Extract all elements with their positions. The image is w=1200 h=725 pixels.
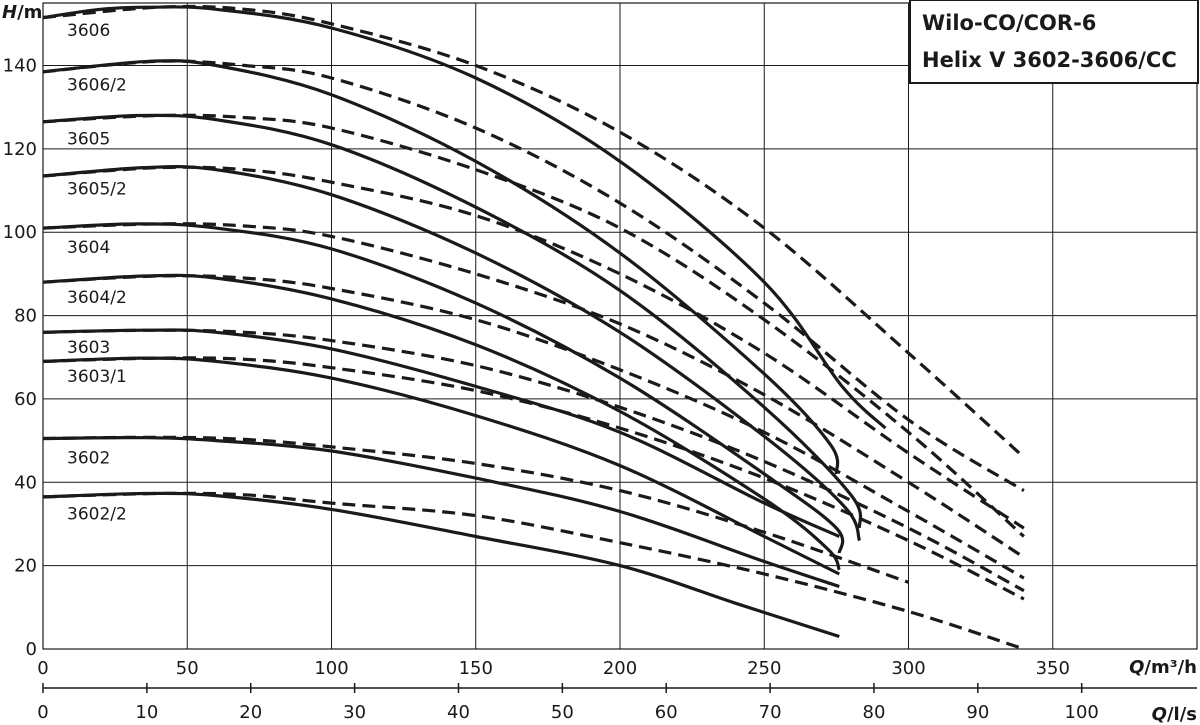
series-solid-3603 bbox=[42, 328, 840, 538]
y-tick-label: 120 bbox=[3, 139, 37, 160]
x2-tick-label: 70 bbox=[759, 702, 782, 723]
curve-label-3606: 3606 bbox=[67, 21, 110, 41]
series-dashed-3605-2 bbox=[42, 165, 1025, 530]
series-dashed-3606-2 bbox=[42, 59, 1025, 492]
series-solid-3606 bbox=[42, 5, 887, 430]
curve-label-3603-1: 3603/1 bbox=[67, 367, 127, 387]
chart-title-box: Wilo-CO/COR-6 Helix V 3602-3606/CC bbox=[909, 0, 1199, 84]
curve-layer bbox=[42, 4, 1025, 651]
x2-tick-label: 10 bbox=[135, 702, 158, 723]
x2-axis-symbol: Q bbox=[1152, 704, 1167, 725]
y-tick-label: 20 bbox=[14, 556, 37, 577]
x-tick-label: 0 bbox=[37, 658, 48, 679]
curve-label-3605: 3605 bbox=[67, 129, 110, 149]
y-tick-label: 40 bbox=[14, 472, 37, 493]
series-solid-3602 bbox=[42, 436, 840, 589]
x2-tick-label: 0 bbox=[37, 702, 48, 723]
curve-label-3603: 3603 bbox=[67, 338, 110, 358]
y-tick-label: 80 bbox=[14, 306, 37, 327]
x2-axis-label: Q/l/s bbox=[1152, 704, 1197, 725]
series-solid-3605 bbox=[42, 113, 863, 529]
y-axis-label: H/m bbox=[2, 2, 42, 23]
y-tick-label: 140 bbox=[3, 56, 37, 77]
x2-tick-label: 80 bbox=[863, 702, 886, 723]
x-tick-label: 350 bbox=[1036, 658, 1070, 679]
curve-label-3606-2: 3606/2 bbox=[67, 75, 127, 95]
series-solid-3602-2 bbox=[42, 491, 840, 639]
chart-title-line-2: Helix V 3602-3606/CC bbox=[922, 48, 1177, 72]
series-solid-3606-2 bbox=[42, 59, 840, 475]
x2-tick-label: 60 bbox=[655, 702, 678, 723]
x2-tick-label: 30 bbox=[343, 702, 366, 723]
curve-label-3604: 3604 bbox=[67, 238, 110, 258]
series-dashed-3603 bbox=[42, 328, 1025, 593]
x-tick-label: 150 bbox=[459, 658, 493, 679]
title-box-frame bbox=[909, 0, 1199, 84]
x-tick-label: 200 bbox=[603, 658, 637, 679]
series-solid-3604-2 bbox=[42, 273, 841, 571]
x-axis-label: Q/m³/h bbox=[1129, 657, 1197, 678]
x2-axis-unit: /l/s bbox=[1167, 704, 1197, 725]
curve-label-3605-2: 3605/2 bbox=[67, 179, 127, 199]
series-dashed-3603-1 bbox=[42, 356, 1025, 601]
y-axis-symbol: H bbox=[2, 2, 17, 23]
x-tick-label: 250 bbox=[747, 658, 781, 679]
series-dashed-3605 bbox=[42, 113, 1025, 538]
x2-tick-label: 90 bbox=[966, 702, 989, 723]
x-axis-unit: /m³/h bbox=[1144, 657, 1197, 678]
x-tick-label: 100 bbox=[314, 658, 348, 679]
y-tick-label: 0 bbox=[26, 639, 37, 660]
series-dashed-3606 bbox=[42, 4, 1025, 459]
x2-tick-label: 20 bbox=[239, 702, 262, 723]
y-axis-unit: /m bbox=[17, 2, 42, 23]
y-tick-label: 100 bbox=[3, 222, 37, 243]
series-dashed-3604 bbox=[42, 222, 1025, 559]
x2-tick-label: 50 bbox=[551, 702, 574, 723]
grid-layer bbox=[42, 2, 1198, 650]
curve-label-3604-2: 3604/2 bbox=[67, 288, 127, 308]
y-tick-label: 60 bbox=[14, 389, 37, 410]
axis-layer: 0 50 100 150 200 250 300 350 0 20 40 60 80 100 120 140 0… bbox=[3, 56, 1197, 723]
curve-label-3602: 3602 bbox=[67, 448, 110, 468]
curve-label-3602-2: 3602/2 bbox=[67, 505, 127, 525]
series-dashed-3604-2 bbox=[42, 274, 1025, 580]
x-axis-symbol: Q bbox=[1129, 657, 1144, 678]
series-solid-3603-1 bbox=[42, 356, 841, 576]
label-layer: 3606 3606/2 3605 3605/2 3604 3604/2 3603 3603/1… bbox=[67, 21, 127, 524]
chart-title-line-1: Wilo-CO/COR-6 bbox=[922, 11, 1096, 35]
series-dashed-3602 bbox=[42, 435, 910, 584]
series-dashed-3602-2 bbox=[42, 491, 1025, 651]
x2-tick-label: 100 bbox=[1065, 702, 1099, 723]
x-tick-label: 300 bbox=[891, 658, 925, 679]
x2-tick-label: 40 bbox=[447, 702, 470, 723]
x-tick-label: 50 bbox=[176, 658, 199, 679]
